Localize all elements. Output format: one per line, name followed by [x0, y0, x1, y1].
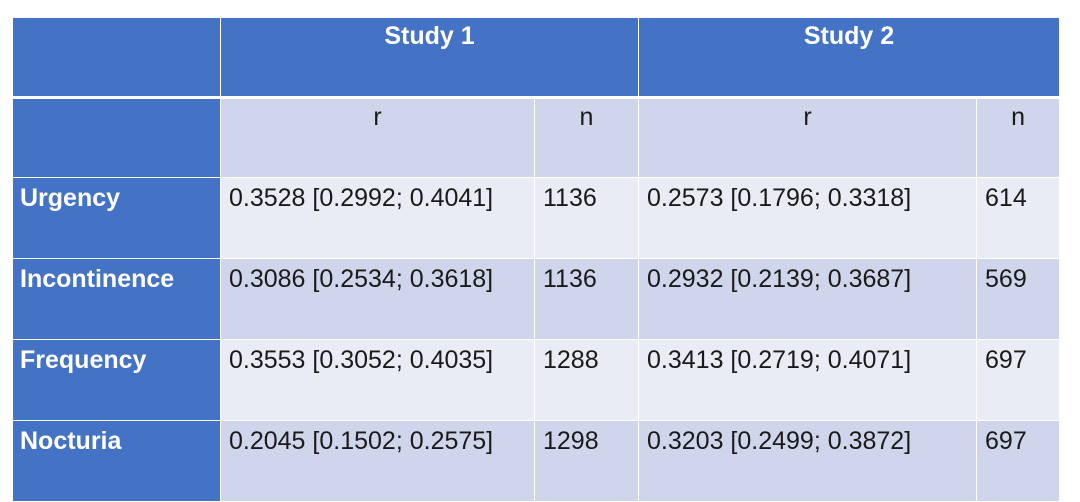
study-1-r-cell: 0.3553 [0.3052; 0.4035] [220, 339, 535, 421]
row-label: Urgency [12, 177, 221, 259]
study-1-r-cell: 0.3528 [0.2992; 0.4041] [220, 177, 535, 259]
correlation-table-container: Study 1 Study 2 r n r n Urgency 0.3528 [… [12, 17, 1061, 502]
study-1-n-cell: 1288 [533, 339, 640, 421]
study-1-n-cell: 1136 [533, 177, 640, 259]
study-1-header: Study 1 [219, 17, 640, 99]
row-label: Frequency [12, 339, 221, 421]
corner-subheader-cell [12, 97, 221, 178]
row-label: Nocturia [12, 420, 221, 502]
table-row-frequency: Frequency 0.3553 [0.3052; 0.4035] 1288 0… [12, 339, 1061, 421]
study-2-r-cell: 0.3413 [0.2719; 0.4071] [638, 339, 978, 421]
study-1-n-cell: 1298 [533, 420, 640, 502]
study-1-r-header: r [220, 97, 535, 178]
table-row-urgency: Urgency 0.3528 [0.2992; 0.4041] 1136 0.2… [12, 177, 1061, 259]
table-row-incontinence: Incontinence 0.3086 [0.2534; 0.3618] 113… [12, 258, 1061, 340]
study-1-n-header: n [533, 97, 640, 178]
study-2-n-cell: 569 [976, 258, 1061, 340]
correlation-table: Study 1 Study 2 r n r n Urgency 0.3528 [… [12, 17, 1061, 502]
study-2-n-cell: 697 [976, 339, 1061, 421]
corner-header-cell [12, 17, 221, 99]
study-2-n-header: n [976, 97, 1061, 178]
study-header-row: Study 1 Study 2 [12, 17, 1061, 99]
study-1-r-cell: 0.2045 [0.1502; 0.2575] [220, 420, 535, 502]
study-2-r-cell: 0.3203 [0.2499; 0.3872] [638, 420, 978, 502]
table-row-nocturia: Nocturia 0.2045 [0.1502; 0.2575] 1298 0.… [12, 420, 1061, 502]
study-2-n-cell: 697 [976, 420, 1061, 502]
study-2-n-cell: 614 [976, 177, 1061, 259]
subheader-row: r n r n [12, 97, 1061, 178]
study-2-r-cell: 0.2932 [0.2139; 0.3687] [638, 258, 978, 340]
study-2-header: Study 2 [638, 17, 1061, 99]
row-label: Incontinence [12, 258, 221, 340]
study-2-r-cell: 0.2573 [0.1796; 0.3318] [638, 177, 978, 259]
study-1-r-cell: 0.3086 [0.2534; 0.3618] [220, 258, 535, 340]
study-1-n-cell: 1136 [533, 258, 640, 340]
study-2-r-header: r [638, 97, 978, 178]
